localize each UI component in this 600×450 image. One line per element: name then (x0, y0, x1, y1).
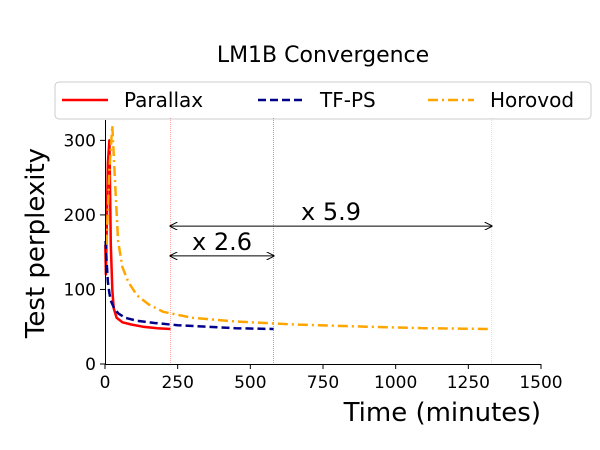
x-tick-label: 1500 (519, 373, 562, 393)
x-tick-label: 500 (234, 373, 266, 393)
series-line-tf-ps (104, 240, 274, 331)
y-tick-label: 0 (85, 355, 96, 375)
speedup-label: x 2.6 (192, 228, 252, 256)
legend: Parallax TF-PS Horovod (54, 81, 592, 120)
speedup-annotations: x 2.6 x 5.9 (170, 198, 491, 256)
legend-label: Parallax (124, 88, 203, 112)
legend-box (54, 81, 592, 120)
series-lines (104, 124, 492, 331)
series-line-horovod (105, 124, 492, 331)
x-tick-label: 1250 (447, 373, 490, 393)
x-tick-label: 0 (100, 373, 111, 393)
legend-label: Horovod (490, 88, 574, 112)
y-tick-label: 300 (64, 131, 96, 151)
legend-label: TF-PS (319, 88, 376, 112)
x-axis-label: Time (minutes) (343, 398, 541, 428)
y-tick-label: 100 (64, 280, 96, 300)
y-tick-label: 200 (64, 206, 96, 226)
chart-title: LM1B Convergence (217, 43, 429, 68)
speedup-label: x 5.9 (301, 198, 361, 226)
x-tick-label: 250 (161, 373, 193, 393)
y-axis-label: Test perplexity (21, 148, 51, 339)
x-tick-label: 750 (307, 373, 339, 393)
x-tick-label: 1000 (374, 373, 417, 393)
axes: 0 250 500 750 1000 1250 1500 0 100 200 300 (64, 120, 563, 393)
